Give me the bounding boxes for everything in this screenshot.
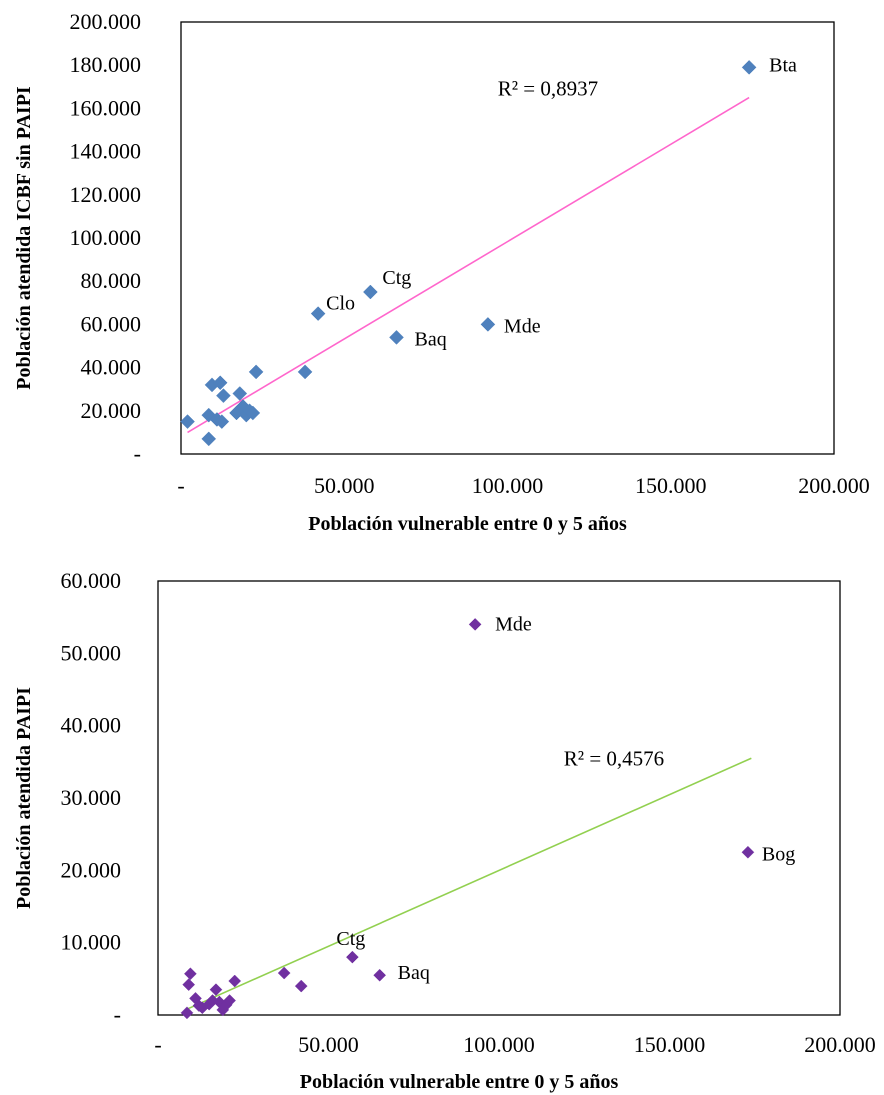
y-tick-label: 30.000 (61, 785, 122, 810)
y-tick-label: - (134, 441, 141, 466)
chart-paipi: - 10.000 20.000 30.000 40.000 50.000 60.000 - 50… (0, 560, 884, 1095)
data-point-label: Mde (504, 315, 541, 337)
r-squared-label: R² = 0,8937 (498, 76, 598, 100)
y-tick-label: 180.000 (70, 52, 142, 77)
data-point (346, 950, 359, 964)
data-point (310, 306, 326, 321)
y-axis-title: Población atendida ICBF sin PAIPI (13, 86, 35, 390)
data-point (180, 414, 195, 429)
chart-icbf-sin-paipi: - 20.000 40.000 60.000 80.000 100.000 120.000 1… (0, 0, 884, 545)
plot-area-border (157, 580, 841, 1016)
data-point (214, 414, 230, 429)
y-tick-label: 20.000 (81, 398, 142, 423)
x-tick-label: 50.000 (314, 473, 375, 498)
data-point (363, 284, 378, 300)
y-tick-label: 100.000 (70, 225, 142, 250)
scatter-chart-2: - 10.000 20.000 30.000 40.000 50.000 60.000 - 50… (13, 568, 876, 1093)
y-tick-label: 40.000 (61, 713, 122, 738)
data-point-label: Baq (414, 328, 446, 350)
x-tick-label: - (154, 1032, 161, 1057)
trendline (187, 96, 750, 434)
data-point (468, 618, 482, 631)
x-tick-label: 100.000 (472, 473, 544, 498)
x-axis-title: Población vulnerable entre 0 y 5 años (308, 513, 627, 535)
data-point-label: Bta (769, 54, 797, 76)
data-point (201, 431, 217, 447)
y-tick-label: 60.000 (61, 568, 122, 593)
data-point (741, 60, 757, 75)
y-tick-label: 20.000 (61, 857, 122, 882)
y-tick-label: 50.000 (61, 640, 122, 665)
data-point (389, 330, 404, 345)
data-point (294, 979, 308, 993)
y-tick-label: - (114, 1002, 121, 1027)
y-tick-label: 40.000 (81, 355, 142, 380)
data-point-label: Mde (495, 613, 532, 635)
x-tick-label: 200.000 (804, 1032, 876, 1057)
x-tick-label: - (177, 473, 184, 498)
data-point (216, 388, 231, 404)
y-axis-title: Población atendida PAIPI (13, 687, 35, 909)
data-point (741, 845, 755, 859)
data-point (228, 974, 242, 988)
data-point (277, 966, 291, 980)
data-point (248, 364, 264, 380)
y-tick-label: 200.000 (70, 9, 142, 34)
data-point-label: Ctg (336, 928, 365, 950)
data-point (297, 364, 313, 380)
data-point (480, 317, 496, 332)
data-point (212, 375, 228, 391)
y-tick-label: 80.000 (81, 268, 142, 293)
y-tick-label: 10.000 (61, 930, 122, 955)
data-point (182, 978, 196, 991)
plot-area-border (180, 21, 835, 455)
scatter-chart-1: - 20.000 40.000 60.000 80.000 100.000 120.000 1… (13, 9, 870, 535)
x-tick-label: 150.000 (634, 1032, 706, 1057)
data-point (209, 983, 223, 997)
trendline (184, 757, 752, 1011)
y-tick-label: 120.000 (70, 182, 142, 207)
data-point (232, 386, 248, 401)
data-point-label: Clo (326, 293, 355, 315)
data-point-label: Ctg (382, 267, 411, 289)
data-point-label: Baq (398, 962, 430, 984)
y-tick-label: 60.000 (81, 311, 142, 336)
x-tick-label: 150.000 (635, 473, 707, 498)
x-axis-title: Población vulnerable entre 0 y 5 años (300, 1071, 619, 1093)
y-tick-label: 160.000 (70, 95, 142, 120)
x-tick-label: 200.000 (798, 473, 870, 498)
x-tick-label: 100.000 (463, 1032, 535, 1057)
data-point (184, 967, 197, 981)
data-point (180, 1006, 194, 1020)
data-point (223, 994, 236, 1007)
y-tick-label: 140.000 (70, 139, 142, 164)
r-squared-label: R² = 0,4576 (564, 746, 664, 770)
data-point (245, 405, 261, 421)
data-point-label: Bog (762, 843, 795, 865)
data-point (373, 968, 387, 982)
x-tick-label: 50.000 (298, 1032, 359, 1057)
